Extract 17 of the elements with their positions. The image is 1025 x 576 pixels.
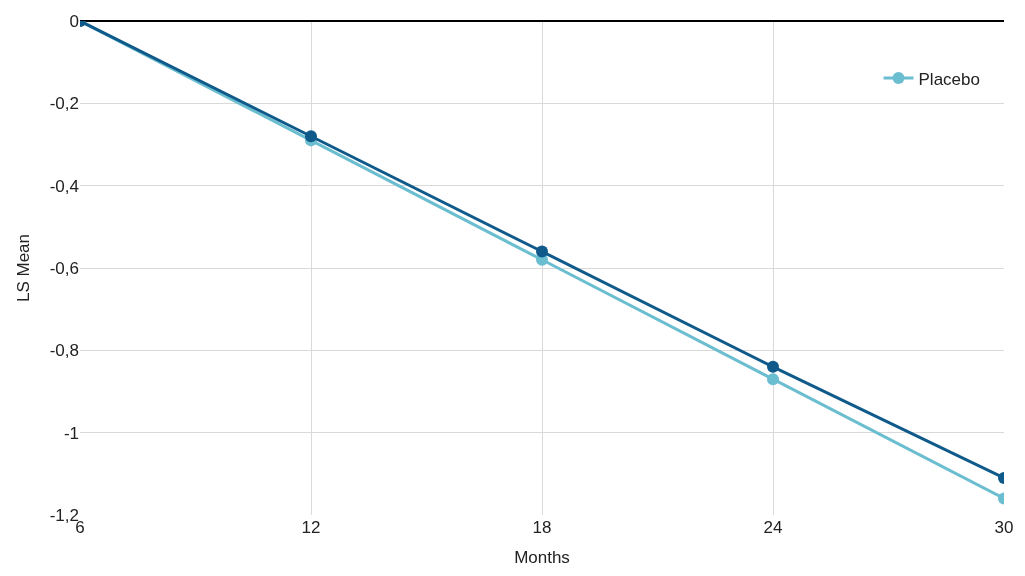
y-tick-label: -1 — [63, 423, 79, 443]
y-tick-label: -0,8 — [49, 341, 79, 361]
legend-label: Placebo — [918, 69, 980, 89]
point — [767, 360, 779, 373]
point — [536, 245, 548, 258]
x-axis-title: Months — [514, 548, 570, 568]
y-tick-label: -0,6 — [49, 258, 79, 278]
y-tick-label: -0,2 — [49, 94, 79, 114]
y-axis-title: LS Mean — [14, 233, 34, 303]
y-tick-label: -0,4 — [49, 176, 79, 196]
x-tick-label: 12 — [301, 518, 321, 537]
point — [305, 130, 317, 143]
x-tick-label: 24 — [763, 518, 783, 537]
x-tick-label: 18 — [532, 518, 552, 537]
x-tick-label: 30 — [994, 518, 1014, 537]
point — [767, 373, 779, 386]
y-tick-label: 0 — [69, 11, 79, 31]
